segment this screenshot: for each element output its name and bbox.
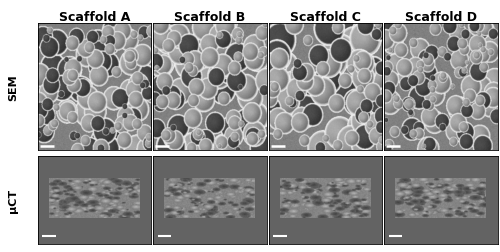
Title: Scaffold B: Scaffold B: [174, 11, 246, 24]
Text: μCT: μCT: [8, 188, 18, 212]
Title: Scaffold A: Scaffold A: [58, 11, 130, 24]
Title: Scaffold C: Scaffold C: [290, 11, 360, 24]
Title: Scaffold D: Scaffold D: [405, 11, 477, 24]
Text: SEM: SEM: [8, 74, 18, 100]
